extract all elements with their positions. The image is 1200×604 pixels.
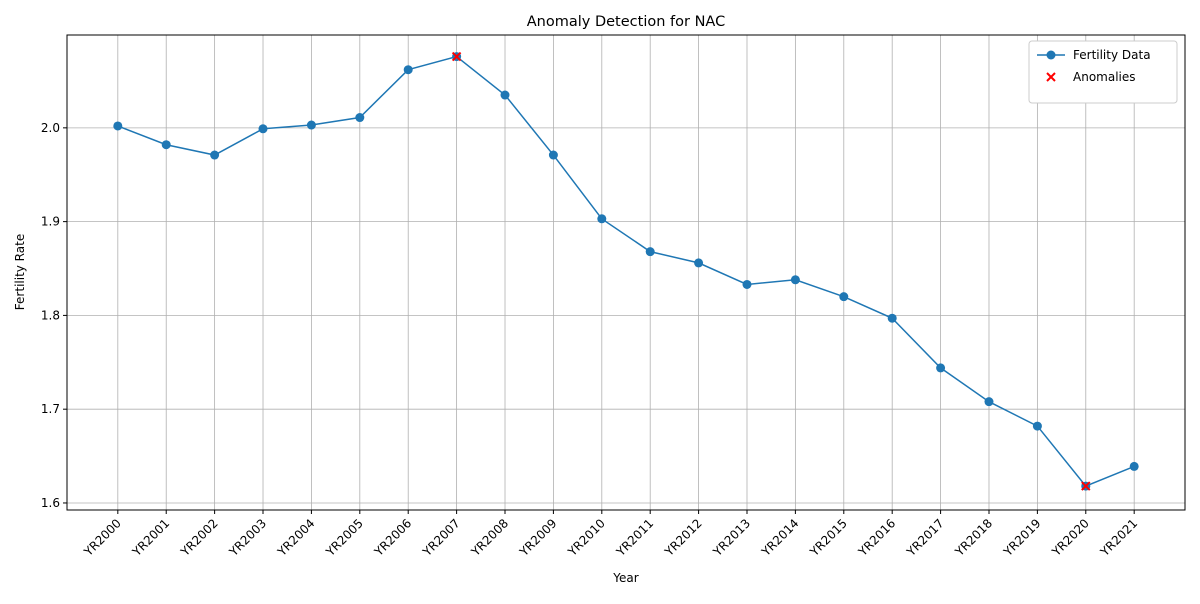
point xyxy=(694,258,704,268)
point xyxy=(1129,461,1139,471)
point xyxy=(790,275,800,285)
point xyxy=(742,279,752,289)
x-tick-label: YR2007 xyxy=(419,516,462,559)
point xyxy=(355,113,365,123)
anomaly-marker xyxy=(451,51,462,62)
x-tick-label: YR2013 xyxy=(710,516,753,559)
legend-label: Fertility Data xyxy=(1073,48,1151,62)
legend: Fertility Data Anomalies xyxy=(1028,40,1178,104)
y-tick-label: 1.8 xyxy=(41,308,60,322)
x-glyph xyxy=(1081,481,1091,491)
anomaly-marker xyxy=(1081,481,1091,491)
y-tick-label: 1.6 xyxy=(41,496,60,510)
y-tick-label: 2.0 xyxy=(41,121,60,135)
point xyxy=(1046,50,1056,60)
point xyxy=(161,140,171,150)
x-tick-label: YR2005 xyxy=(323,516,366,559)
x-tick-label: YR2002 xyxy=(177,516,220,559)
plot-frame xyxy=(66,34,1186,511)
x-tick-label: YR2000 xyxy=(81,516,124,559)
point xyxy=(887,313,897,323)
point xyxy=(258,124,268,134)
x-tick-label: YR2010 xyxy=(565,516,608,559)
x-tick-label: YR2015 xyxy=(807,516,850,559)
x-glyph xyxy=(1046,72,1056,82)
y-tick-label: 1.9 xyxy=(41,215,60,229)
x-tick-label: YR2017 xyxy=(903,516,946,559)
line xyxy=(117,55,1135,487)
x-tick-label: YR2014 xyxy=(758,516,801,559)
x-axis-label: Year xyxy=(612,571,638,585)
x-tick-label: YR2021 xyxy=(1097,516,1140,559)
x-tick-label: YR2011 xyxy=(613,516,656,559)
chart-title: Anomaly Detection for NAC xyxy=(527,14,725,30)
legend-label: Anomalies xyxy=(1073,70,1136,84)
x-tick-label: YR2001 xyxy=(129,516,172,559)
x-tick-label: YR2008 xyxy=(468,516,511,559)
x-tick-label: YR2016 xyxy=(855,516,898,559)
point xyxy=(839,292,849,302)
y-tick-label: 1.7 xyxy=(41,402,60,416)
x-tick-label: YR2012 xyxy=(661,516,704,559)
x-tick-label: YR2006 xyxy=(371,516,414,559)
point xyxy=(210,150,220,160)
point xyxy=(306,120,316,130)
x-tick-label: YR2009 xyxy=(516,516,559,559)
point xyxy=(500,90,510,100)
point xyxy=(936,363,946,373)
point xyxy=(645,247,655,257)
x-tick-label: YR2004 xyxy=(274,516,317,559)
point xyxy=(1032,421,1042,431)
point xyxy=(548,150,558,160)
point xyxy=(403,65,413,75)
legend-frame xyxy=(1028,40,1178,104)
point xyxy=(597,214,607,224)
y-axis-label: Fertility Rate xyxy=(13,234,27,310)
x-tick-label: YR2020 xyxy=(1049,516,1092,559)
x-glyph xyxy=(451,51,462,62)
x-tick-label: YR2018 xyxy=(952,516,995,559)
x-tick-label: YR2019 xyxy=(1000,516,1043,559)
anomaly-marker xyxy=(1046,72,1056,82)
x-tick-label: YR2003 xyxy=(226,516,269,559)
point xyxy=(984,397,994,407)
point xyxy=(113,121,123,131)
